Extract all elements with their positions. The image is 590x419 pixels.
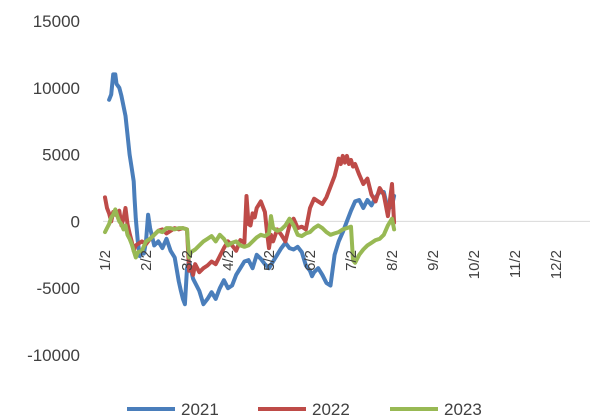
x-tick-label: 3/2 — [179, 250, 196, 271]
x-tick-label: 12/2 — [548, 250, 565, 279]
legend-label-2021: 2021 — [181, 400, 219, 419]
series-line-2023 — [103, 207, 397, 265]
x-tick-label: 11/2 — [507, 250, 524, 278]
x-axis-tick-labels: 1/2 2/2 3/2 4/2 5/2 6/2 7/2 8/2 9/2 10/2 11/2 12/2 — [97, 250, 565, 279]
y-tick-label: -5000 — [37, 279, 80, 298]
y-tick-label: 5000 — [42, 146, 80, 165]
x-tick-label: 6/2 — [302, 250, 319, 271]
x-tick-label: 10/2 — [466, 250, 483, 279]
series-lines — [103, 72, 397, 307]
x-tick-label: 2/2 — [138, 250, 155, 271]
y-tick-label: -10000 — [27, 346, 80, 365]
x-tick-label: 1/2 — [97, 250, 114, 271]
y-axis-tick-labels: 15000 10000 5000 0 -5000 -10000 — [27, 12, 80, 365]
legend: 2021 2022 2023 — [127, 400, 482, 419]
x-tick-label: 9/2 — [425, 250, 442, 271]
x-tick-label: 8/2 — [384, 250, 401, 271]
series-line-2022 — [103, 153, 397, 277]
x-tick-label: 5/2 — [261, 250, 278, 271]
x-tick-label: 4/2 — [220, 250, 237, 271]
y-tick-label: 15000 — [33, 12, 80, 31]
y-tick-label: 0 — [71, 212, 80, 231]
legend-label-2022: 2022 — [312, 400, 350, 419]
y-tick-label: 10000 — [33, 79, 80, 98]
x-tick-label: 7/2 — [343, 250, 360, 271]
legend-label-2023: 2023 — [444, 400, 482, 419]
series-line-2021 — [107, 72, 397, 307]
